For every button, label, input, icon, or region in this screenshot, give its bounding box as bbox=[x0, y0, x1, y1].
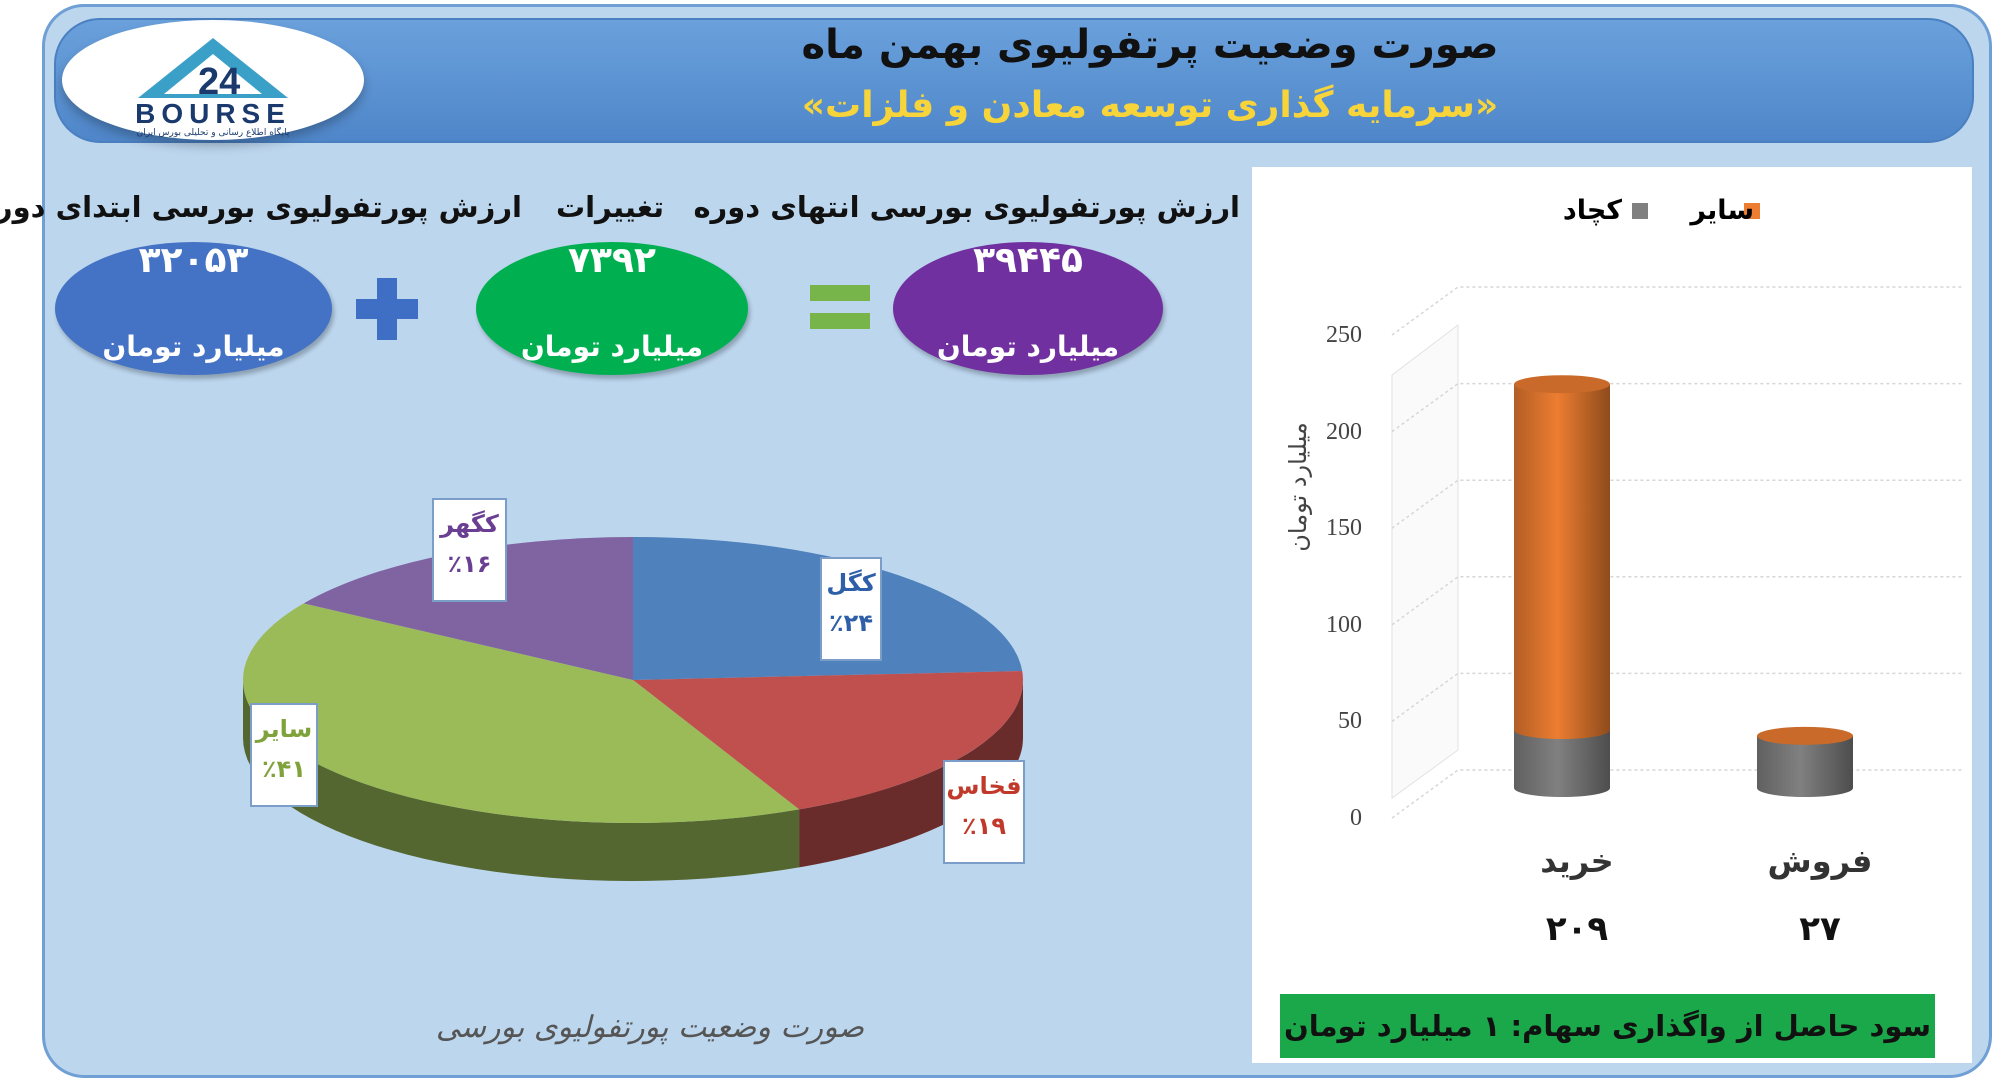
bar-top-1 bbox=[1757, 726, 1853, 745]
header-banner bbox=[54, 18, 1974, 143]
change-value: ۷۳۹۲ bbox=[568, 240, 656, 281]
start-value-ellipse: ۳۲۰۵۳ میلیارد تومان bbox=[55, 240, 332, 375]
bar-top-0 bbox=[1514, 375, 1610, 394]
gridline-1 bbox=[1391, 672, 1962, 723]
pie-slice-2 bbox=[242, 603, 800, 824]
logo-text: BOURSE bbox=[135, 98, 291, 129]
legend-label-0: کچاد bbox=[1562, 195, 1622, 226]
start-value-unit: میلیارد تومان bbox=[102, 330, 285, 363]
gridline-3 bbox=[1391, 479, 1962, 529]
end-value-label: ارزش پورتفولیوی بورسی انتهای دوره bbox=[693, 190, 1240, 224]
y-tick-5: 250 bbox=[1326, 322, 1362, 348]
plus-icon-bar bbox=[356, 299, 418, 319]
change-value-label: تغییرات bbox=[555, 190, 665, 224]
pie-label-percent: ٪۲۴ bbox=[829, 609, 873, 637]
gridline-2 bbox=[1391, 576, 1962, 626]
pie-label-name: کگهر bbox=[440, 510, 499, 538]
pie-label-3: کگهر ٪۱۶ bbox=[432, 498, 507, 602]
start-value: ۳۲۰۵۳ bbox=[138, 240, 249, 281]
bar-1-0 bbox=[1757, 735, 1853, 797]
y-tick-1: 50 bbox=[1338, 708, 1362, 735]
end-value-ellipse: ۳۹۴۴۵ میلیارد تومان bbox=[893, 240, 1163, 375]
bar-chart bbox=[1391, 286, 1962, 819]
bar-0-1 bbox=[1514, 384, 1610, 740]
profit-summary: سود حاصل از واگذاری سهام: ۱ میلیارد توما… bbox=[1280, 994, 1935, 1058]
equals-icon-bar bbox=[810, 313, 870, 329]
bar-0-0 bbox=[1514, 730, 1610, 797]
pie-slice-side-2 bbox=[243, 680, 800, 881]
pie-chart-caption: صورت وضعیت پورتفولیوی بورسی bbox=[435, 1010, 865, 1045]
pie-label-0: کگل ٪۲۴ bbox=[820, 557, 882, 661]
bar-total-0: ۲۰۹ bbox=[1545, 909, 1609, 949]
change-value-unit: میلیارد تومان bbox=[520, 330, 704, 363]
pie-slice-1 bbox=[633, 671, 1023, 810]
gridline-0 bbox=[1391, 769, 1962, 819]
legend-swatch-1 bbox=[1744, 203, 1760, 219]
logo: 24 BOURSE پایگاه اطلاع رسانی و تحلیلی بو… bbox=[62, 20, 364, 140]
start-value-label: ارزش پورتفولیوی بورسی ابتدای دوره bbox=[0, 190, 522, 224]
pie-label-name: کگل bbox=[826, 569, 876, 597]
y-tick-2: 100 bbox=[1326, 611, 1362, 638]
logo-tagline: پایگاه اطلاع رسانی و تحلیلی بورس ایران bbox=[136, 128, 290, 138]
equals-icon bbox=[810, 285, 870, 301]
change-value-ellipse: ۷۳۹۲ میلیارد تومان bbox=[476, 240, 748, 375]
y-tick-4: 200 bbox=[1326, 418, 1362, 445]
gridline-4 bbox=[1391, 382, 1962, 433]
pie-label-2: سایر ٪۴۱ bbox=[250, 703, 318, 807]
y-tick-3: 150 bbox=[1326, 515, 1362, 542]
pie-label-name: فخاس bbox=[946, 772, 1022, 800]
x-tick-1: فروش bbox=[1767, 842, 1873, 880]
pie-label-name: سایر bbox=[255, 715, 313, 743]
pie-label-1: فخاس ٪۱۹ bbox=[943, 760, 1025, 864]
end-value-unit: میلیارد تومان bbox=[936, 330, 1120, 363]
gridline-5 bbox=[1391, 286, 1962, 336]
pie-label-percent: ٪۱۶ bbox=[447, 550, 492, 578]
legend-swatch-0 bbox=[1632, 203, 1648, 219]
y-tick-0: 0 bbox=[1350, 805, 1362, 831]
bar-chart-panel: کچاد سایر میلیارد تومان 0 50 100 150 200 250 خر… bbox=[1252, 167, 1972, 1063]
pie-label-percent: ٪۴۱ bbox=[262, 755, 306, 783]
pie-slice-side-1 bbox=[799, 680, 1023, 868]
page-subtitle: «سرمایه گذاری توسعه معادن و فلزات» bbox=[801, 85, 1499, 126]
page-title: صورت وضعیت پرتفولیوی بهمن ماه bbox=[801, 22, 1499, 68]
pie-slice-3 bbox=[303, 537, 633, 680]
pie-label-percent: ٪۱۹ bbox=[962, 812, 1006, 840]
legend-label-1: سایر bbox=[1690, 195, 1754, 226]
bar-total-1: ۲۷ bbox=[1799, 909, 1841, 949]
logo-mark-icon: 24 bbox=[138, 38, 288, 103]
end-value: ۳۹۴۴۵ bbox=[973, 240, 1083, 281]
x-tick-0: خرید bbox=[1540, 842, 1614, 880]
chart-side-wall bbox=[1391, 323, 1459, 799]
svg-text:24: 24 bbox=[198, 61, 240, 103]
